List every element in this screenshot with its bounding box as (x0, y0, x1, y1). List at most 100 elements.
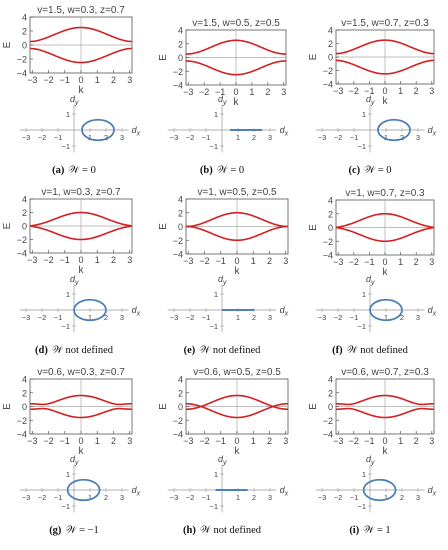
y-tick-label: 2 (22, 27, 27, 37)
param-tick-label-x: 3 (268, 493, 272, 502)
param-x-label-sub: x (136, 311, 141, 318)
x-tick-label: 3 (127, 75, 132, 85)
panel-caption: (a) 𝒲 = 0 (52, 164, 96, 176)
param-y-label: dy (218, 274, 227, 287)
param-x-label-sub: x (432, 131, 437, 138)
param-y-label: dy (366, 274, 375, 287)
y-tick-label: 2 (328, 209, 333, 219)
param-tick-label-x: 2 (104, 133, 108, 142)
param-tick-label-y: 1 (214, 290, 218, 299)
panel-caption: (e) 𝒲 not defined (184, 344, 262, 356)
y-tick-label: 0 (178, 402, 183, 412)
caption-text: 𝒲 = 0 (364, 164, 391, 176)
x-tick-label: −3 (27, 255, 37, 265)
x-tick-label: 1 (398, 86, 403, 96)
param-x-label-sub: x (284, 131, 289, 138)
x-tick-label: −1 (364, 86, 374, 96)
x-tick-label: −2 (349, 257, 359, 267)
x-axis-label: k (79, 85, 85, 96)
param-tick-label-x: −3 (170, 313, 179, 322)
caption-text: 𝒲 not defined (52, 344, 114, 356)
x-tick-label: 2 (267, 436, 272, 446)
param-tick-label-y: −1 (61, 322, 70, 331)
param-tick-label-x: 1 (88, 493, 92, 502)
caption-text: 𝒲 = 1 (363, 524, 390, 536)
x-tick-label: 1 (251, 436, 256, 446)
param-tick-label-x: 2 (400, 493, 404, 502)
x-tick-label: −2 (349, 86, 359, 96)
x-tick-label: −3 (183, 436, 193, 446)
param-tick-label-x: −2 (186, 313, 195, 322)
param-y-label: dy (366, 454, 375, 467)
x-tick-label: −2 (43, 75, 53, 85)
y-tick-label: 0 (328, 223, 333, 233)
param-tick-label-x: −2 (334, 313, 343, 322)
x-axis-label: k (235, 266, 241, 277)
panel-title: v=1.5, w=0.5, z=0.5 (192, 18, 280, 29)
x-tick-label: 3 (429, 257, 434, 267)
param-tick-label-x: 3 (268, 313, 272, 322)
param-tick-label-x: −2 (334, 133, 343, 142)
x-tick-label: 1 (398, 257, 403, 267)
panel-caption: (b) 𝒲 = 0 (200, 164, 244, 176)
param-x-label-sub: x (284, 311, 289, 318)
y-tick-label: 4 (328, 26, 333, 36)
y-tick-label: −4 (323, 251, 333, 261)
band-lower (185, 60, 287, 76)
param-x-label-main: d (428, 125, 434, 135)
y-axis-label: E (158, 223, 169, 230)
y-tick-label: −2 (173, 236, 183, 246)
param-tick-label-y: −1 (209, 142, 218, 151)
y-tick-label: −2 (17, 235, 27, 245)
param-y-label: dy (218, 454, 227, 467)
param-y-label-main: d (218, 454, 224, 464)
band-lower (185, 225, 289, 242)
param-y-label: dy (70, 94, 79, 107)
x-axis-label: k (234, 97, 240, 108)
param-tick-label-x: −1 (202, 133, 211, 142)
y-tick-label: −2 (173, 67, 183, 77)
x-tick-label: 0 (234, 256, 239, 266)
param-x-label-main: d (280, 125, 286, 135)
param-x-label: dx (428, 485, 437, 498)
panel-caption: (i) 𝒲 = 1 (349, 524, 390, 536)
param-y-label-sub: y (222, 460, 227, 467)
x-tick-label: 2 (414, 86, 419, 96)
param-tick-label-x: 3 (416, 493, 420, 502)
param-x-label-main: d (280, 485, 286, 495)
band-upper (29, 26, 133, 43)
band-upper (335, 212, 435, 229)
x-tick-label: −1 (364, 436, 374, 446)
band-lower (335, 59, 435, 75)
x-tick-label: −3 (183, 87, 193, 97)
param-y-label-main: d (70, 454, 76, 464)
param-tick-label-x: −2 (334, 493, 343, 502)
x-tick-label: −3 (333, 436, 343, 446)
param-tick-label-x: −3 (318, 493, 327, 502)
y-axis-label: E (308, 53, 319, 60)
param-tick-label-y: 1 (362, 110, 366, 119)
param-tick-label-x: −3 (170, 133, 179, 142)
param-tick-label-x: −1 (54, 133, 63, 142)
param-tick-label-y: 1 (214, 470, 218, 479)
y-axis-label: E (2, 222, 13, 229)
param-x-label: dx (280, 125, 289, 138)
param-tick-label-x: 1 (236, 493, 240, 502)
caption-text: 𝒲 not defined (199, 344, 261, 356)
x-tick-label: 3 (429, 436, 434, 446)
x-tick-label: −1 (215, 87, 225, 97)
param-y-label-main: d (70, 94, 76, 104)
x-tick-label: −2 (199, 87, 209, 97)
y-tick-label: 0 (178, 222, 183, 232)
y-tick-label: −2 (323, 416, 333, 426)
x-tick-label: −2 (199, 436, 209, 446)
x-tick-label: 1 (398, 436, 403, 446)
x-tick-label: −2 (43, 255, 53, 265)
panel-caption: (f) 𝒲 not defined (332, 344, 408, 356)
x-tick-label: 2 (267, 256, 272, 266)
x-tick-label: −1 (216, 436, 226, 446)
